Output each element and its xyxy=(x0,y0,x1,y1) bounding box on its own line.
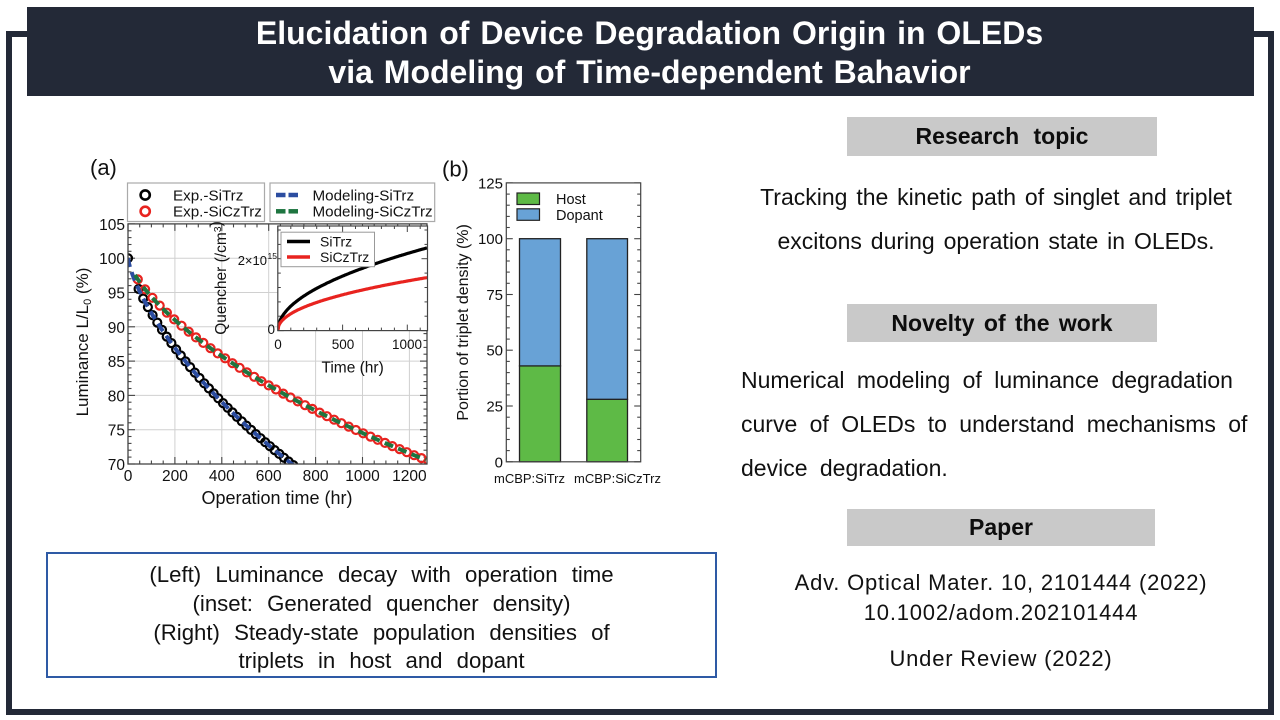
svg-text:0: 0 xyxy=(274,337,282,352)
svg-text:Modeling-SiCzTrz: Modeling-SiCzTrz xyxy=(313,204,433,221)
svg-text:25: 25 xyxy=(486,399,503,416)
svg-text:0: 0 xyxy=(495,454,503,471)
svg-text:SiTrz: SiTrz xyxy=(320,234,352,250)
svg-text:105: 105 xyxy=(99,217,125,234)
svg-text:(b): (b) xyxy=(442,157,469,182)
svg-text:Exp.-SiCzTrz: Exp.-SiCzTrz xyxy=(173,204,262,221)
svg-text:125: 125 xyxy=(478,175,503,192)
svg-text:70: 70 xyxy=(108,457,126,474)
svg-text:1000: 1000 xyxy=(345,468,380,485)
svg-text:mCBP:SiCzTrz: mCBP:SiCzTrz xyxy=(574,471,661,486)
svg-text:80: 80 xyxy=(108,388,126,405)
svg-text:0: 0 xyxy=(124,468,133,485)
svg-text:1200: 1200 xyxy=(392,468,427,485)
svg-text:100: 100 xyxy=(478,231,503,248)
svg-text:1000: 1000 xyxy=(392,337,422,352)
svg-text:Luminance L/L0 (%): Luminance L/L0 (%) xyxy=(73,268,94,417)
svg-text:2×10: 2×10 xyxy=(238,253,267,268)
svg-text:500: 500 xyxy=(332,337,355,352)
svg-text:400: 400 xyxy=(209,468,235,485)
svg-text:15: 15 xyxy=(268,251,278,261)
svg-text:Quencher (/cm3): Quencher (/cm3) xyxy=(208,221,230,335)
svg-text:90: 90 xyxy=(108,320,126,337)
svg-text:SiCzTrz: SiCzTrz xyxy=(320,249,369,265)
svg-text:Portion of triplet density (%): Portion of triplet density (%) xyxy=(455,224,472,421)
svg-text:50: 50 xyxy=(486,343,503,360)
svg-text:600: 600 xyxy=(256,468,282,485)
svg-text:mCBP:SiTrz: mCBP:SiTrz xyxy=(494,471,565,486)
svg-text:Modeling-SiTrz: Modeling-SiTrz xyxy=(313,188,415,205)
svg-text:75: 75 xyxy=(108,423,125,440)
svg-text:200: 200 xyxy=(162,468,188,485)
svg-text:100: 100 xyxy=(99,251,125,268)
svg-text:75: 75 xyxy=(486,287,503,304)
svg-text:(a): (a) xyxy=(90,155,117,180)
svg-text:Dopant: Dopant xyxy=(556,208,603,224)
svg-text:95: 95 xyxy=(108,286,125,303)
svg-text:Exp.-SiTrz: Exp.-SiTrz xyxy=(173,188,243,205)
svg-text:Host: Host xyxy=(556,192,586,208)
svg-text:0: 0 xyxy=(267,322,275,337)
svg-text:800: 800 xyxy=(303,468,329,485)
svg-text:Operation time (hr): Operation time (hr) xyxy=(201,488,352,508)
svg-text:85: 85 xyxy=(108,354,125,371)
svg-text:Time (hr): Time (hr) xyxy=(321,360,383,377)
